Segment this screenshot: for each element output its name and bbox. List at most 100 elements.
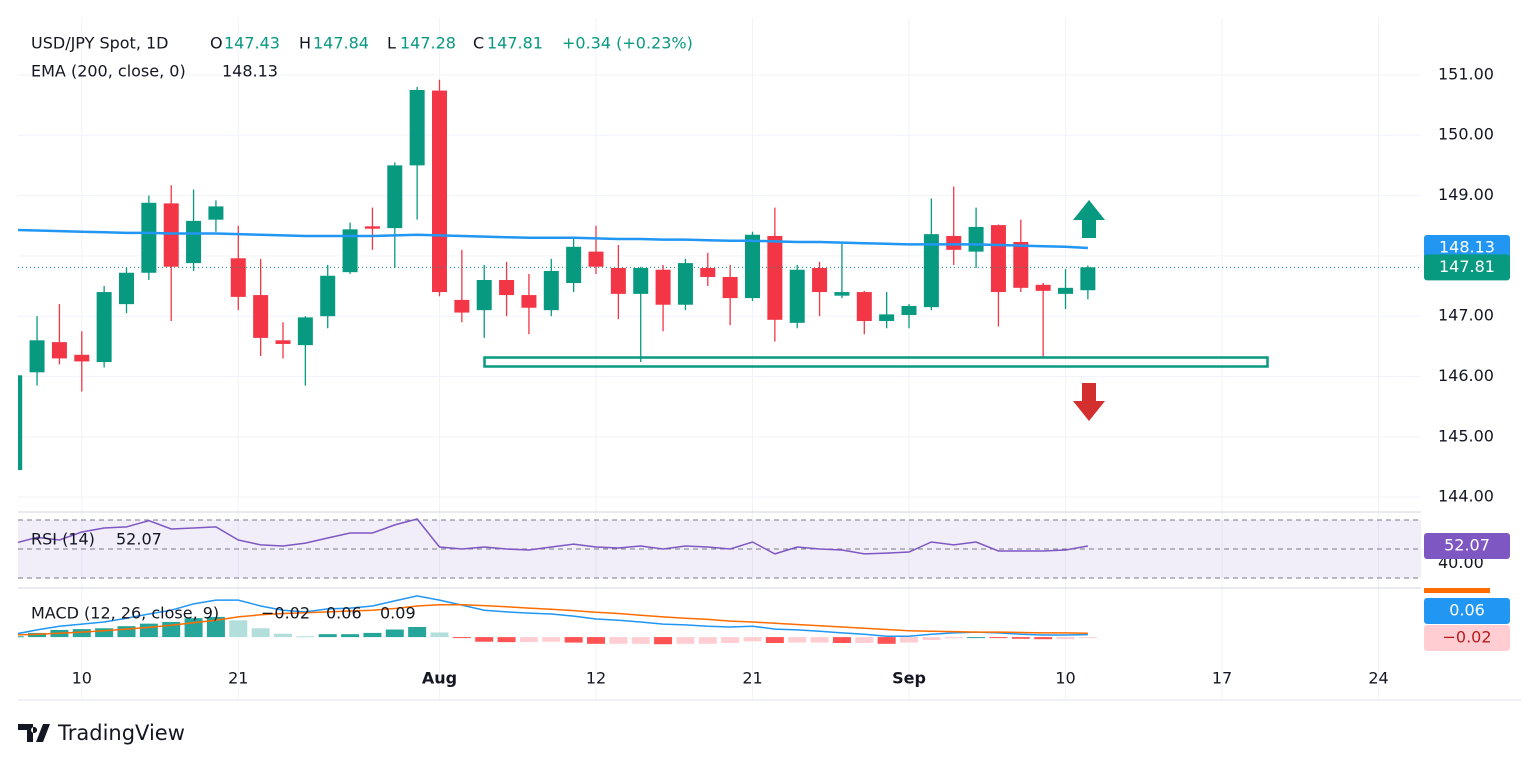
macd-histogram-bar	[1011, 637, 1030, 639]
price-badge: −0.02	[1424, 624, 1510, 651]
candle-body	[51, 342, 67, 359]
y-tick-label: 147.00	[1438, 306, 1494, 325]
brand-name: TradingView	[57, 721, 185, 745]
ohlc-letter: C	[473, 34, 484, 53]
y-tick-label: 150.00	[1438, 125, 1494, 144]
candle-body	[364, 226, 380, 229]
macd-histogram-bar	[273, 633, 292, 638]
candle-body	[141, 202, 157, 273]
candle-body	[342, 229, 358, 273]
candle-body	[745, 234, 761, 299]
macd-histogram-bar	[698, 637, 717, 644]
macd-histogram-bar	[475, 637, 494, 642]
macd-histogram-bar	[1034, 637, 1053, 640]
y-tick-label: 146.00	[1438, 366, 1494, 385]
macd-value: 0.06	[326, 604, 362, 623]
ohlc-letter: H	[299, 34, 311, 53]
candle-body	[834, 292, 850, 296]
x-tick-label: 10	[1055, 669, 1075, 688]
price-badge: 147.81	[1424, 254, 1510, 281]
candle-body	[118, 272, 134, 305]
candle-body	[163, 203, 179, 267]
signal-line	[18, 603, 1088, 636]
macd-histogram-bar	[341, 634, 360, 638]
macd-histogram-bar	[877, 637, 896, 644]
ohlc-letter: O	[210, 34, 223, 53]
signal-badge	[1424, 588, 1490, 593]
candle-body	[320, 275, 336, 317]
candle-body	[1058, 287, 1074, 294]
rsi-legend: RSI (14)	[31, 530, 95, 549]
macd-hist-value: −0.02	[261, 604, 310, 623]
candle-body	[454, 299, 470, 313]
candle-body	[29, 340, 45, 373]
x-tick-label: 24	[1368, 669, 1388, 688]
ema-value: 148.13	[222, 62, 278, 81]
macd-histogram-bar	[810, 637, 829, 643]
symbol-title: USD/JPY Spot, 1D	[31, 34, 169, 53]
macd-histogram-bar	[251, 628, 270, 638]
candle-body	[990, 225, 1006, 293]
candle-body	[297, 317, 313, 346]
candle-body	[856, 292, 872, 322]
candle-body	[655, 269, 671, 305]
support-zone	[483, 356, 1269, 368]
candle-body	[677, 263, 693, 305]
candle-body	[1013, 241, 1029, 288]
candle-body	[409, 89, 425, 166]
candle-body	[387, 165, 403, 229]
macd-histogram-bar	[385, 629, 404, 638]
brand-logo	[18, 724, 50, 742]
macd-histogram-bar	[28, 632, 47, 638]
candle-body	[253, 295, 269, 338]
x-tick-label: Sep	[892, 669, 926, 688]
candle-body	[901, 305, 917, 315]
x-tick-label: 21	[742, 669, 762, 688]
candle-body	[767, 235, 783, 320]
candle-body	[968, 226, 984, 252]
x-tick-label: 21	[228, 669, 248, 688]
macd-histogram-bar	[363, 632, 382, 638]
candle-body	[432, 90, 448, 293]
macd-histogram-bar	[788, 637, 807, 643]
macd-line	[18, 595, 1088, 638]
macd-histogram-bar	[721, 637, 740, 643]
badge-box	[1424, 597, 1510, 624]
candle-body	[18, 375, 23, 471]
macd-histogram-bar	[855, 637, 874, 643]
plot-area	[18, 18, 1421, 700]
x-tick-label: 10	[72, 669, 92, 688]
macd-histogram-bar	[743, 637, 762, 642]
x-tick-label: Aug	[422, 669, 457, 688]
grid	[18, 18, 1421, 700]
candle-body	[700, 267, 716, 277]
macd-histogram-bar	[318, 634, 337, 638]
signal-value: 0.09	[380, 604, 416, 623]
up-arrow	[1073, 200, 1105, 238]
price-badge: 52.07	[1424, 532, 1510, 559]
candle-body	[521, 295, 537, 308]
macd-histogram-bar	[117, 626, 136, 638]
badge-label: −0.02	[1442, 627, 1491, 646]
macd-histogram-bar	[95, 628, 114, 638]
macd-histogram-bar	[564, 637, 583, 643]
badge-label: 0.06	[1449, 600, 1485, 619]
candle-body	[186, 220, 202, 264]
candle-body	[566, 246, 582, 284]
macd-histogram-bar	[497, 637, 516, 643]
macd-histogram-bar	[542, 637, 561, 642]
candle-body	[633, 267, 649, 294]
macd-histogram-bar	[229, 620, 248, 638]
y-tick-label: 145.00	[1438, 426, 1494, 445]
macd-histogram-bar	[944, 637, 963, 639]
price-badge: 0.06	[1424, 597, 1510, 624]
macd-histogram-bar	[519, 637, 538, 643]
y-tick-label: 149.00	[1438, 185, 1494, 204]
macd-histogram-bar	[296, 636, 315, 638]
ohlc-value: 147.43	[224, 34, 280, 53]
candle-body	[1035, 284, 1051, 291]
macd-histogram-bar	[587, 637, 606, 644]
macd-histogram-bar	[676, 637, 695, 644]
macd-histogram-bar	[139, 623, 158, 638]
